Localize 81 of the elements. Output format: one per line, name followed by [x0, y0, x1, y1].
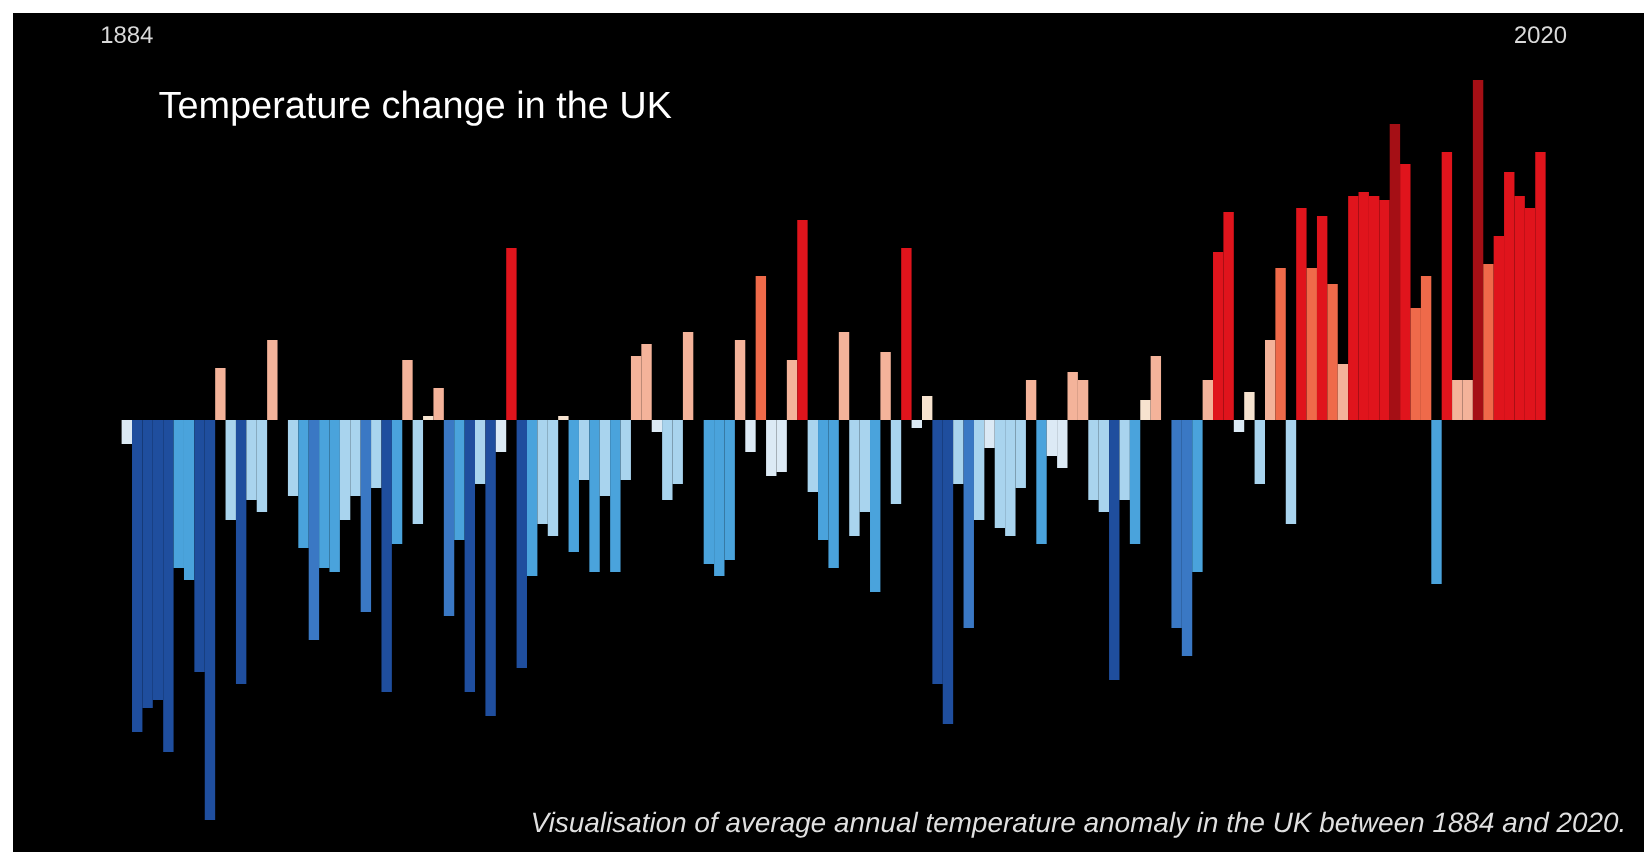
bar	[267, 339, 278, 420]
bar	[1025, 379, 1037, 420]
bar	[1285, 419, 1297, 524]
bar	[1316, 215, 1328, 420]
bar	[464, 419, 476, 692]
bar	[984, 419, 995, 448]
bar	[298, 419, 309, 548]
bar	[901, 247, 912, 420]
bar	[786, 359, 798, 420]
bar	[1109, 419, 1120, 680]
bar	[1036, 419, 1047, 544]
bar	[1441, 151, 1453, 420]
bar	[475, 419, 486, 484]
bar	[1472, 79, 1484, 420]
bar	[1140, 399, 1151, 420]
bar	[1337, 363, 1349, 420]
bar	[360, 419, 372, 612]
bar	[890, 419, 902, 504]
bar	[235, 419, 247, 684]
bar	[745, 419, 756, 452]
bar	[911, 419, 922, 428]
bar	[308, 419, 320, 640]
bar	[506, 247, 517, 420]
bar	[215, 367, 226, 420]
bar	[1327, 283, 1338, 420]
bar	[443, 419, 455, 616]
bar	[1483, 263, 1494, 420]
bar	[651, 419, 663, 432]
bar	[402, 359, 413, 420]
bar	[921, 395, 933, 420]
bar	[880, 351, 891, 420]
bar	[578, 419, 590, 480]
bar	[610, 419, 621, 572]
bar	[568, 419, 579, 552]
bar	[558, 415, 569, 420]
bar	[1244, 391, 1255, 420]
bar	[485, 419, 496, 716]
bar	[1389, 123, 1401, 420]
bar	[1275, 267, 1286, 420]
chart-title: Temperature change in the UK	[159, 90, 672, 126]
bar	[287, 419, 299, 496]
bar	[1233, 419, 1245, 432]
bar	[1119, 419, 1130, 500]
bar	[1192, 419, 1203, 572]
bar	[423, 415, 434, 420]
bar	[1264, 339, 1276, 420]
bar	[807, 419, 819, 492]
bar	[371, 419, 382, 488]
bar	[1400, 163, 1411, 420]
bar	[454, 419, 465, 540]
bar	[495, 419, 507, 452]
bar	[391, 419, 403, 544]
bar	[1202, 379, 1214, 420]
bar	[589, 419, 600, 572]
bar	[838, 331, 850, 420]
bar	[734, 339, 746, 420]
bar	[1296, 207, 1307, 420]
bar	[1150, 355, 1162, 420]
bar	[755, 275, 767, 420]
bar	[433, 387, 444, 420]
bar	[526, 419, 538, 576]
bar	[1129, 419, 1141, 544]
bar	[953, 419, 964, 484]
bar	[516, 419, 527, 668]
bar	[225, 419, 236, 520]
bar	[381, 419, 392, 692]
bar	[620, 419, 631, 480]
bar	[797, 219, 808, 420]
bar	[1431, 419, 1442, 584]
bar	[870, 419, 881, 592]
bar	[1254, 419, 1265, 484]
bar	[412, 419, 424, 524]
x-tick-label: 2020	[1515, 26, 1567, 44]
bar	[682, 331, 694, 420]
annotation: Visualisation of average annual temperature anomaly in the UK between 1884 and 2020.	[532, 811, 1623, 838]
bar	[121, 419, 133, 444]
bar	[1306, 267, 1317, 420]
x-tick-label: 1884	[102, 26, 153, 44]
bar	[973, 419, 985, 520]
bar	[963, 419, 974, 628]
bar	[599, 419, 611, 496]
